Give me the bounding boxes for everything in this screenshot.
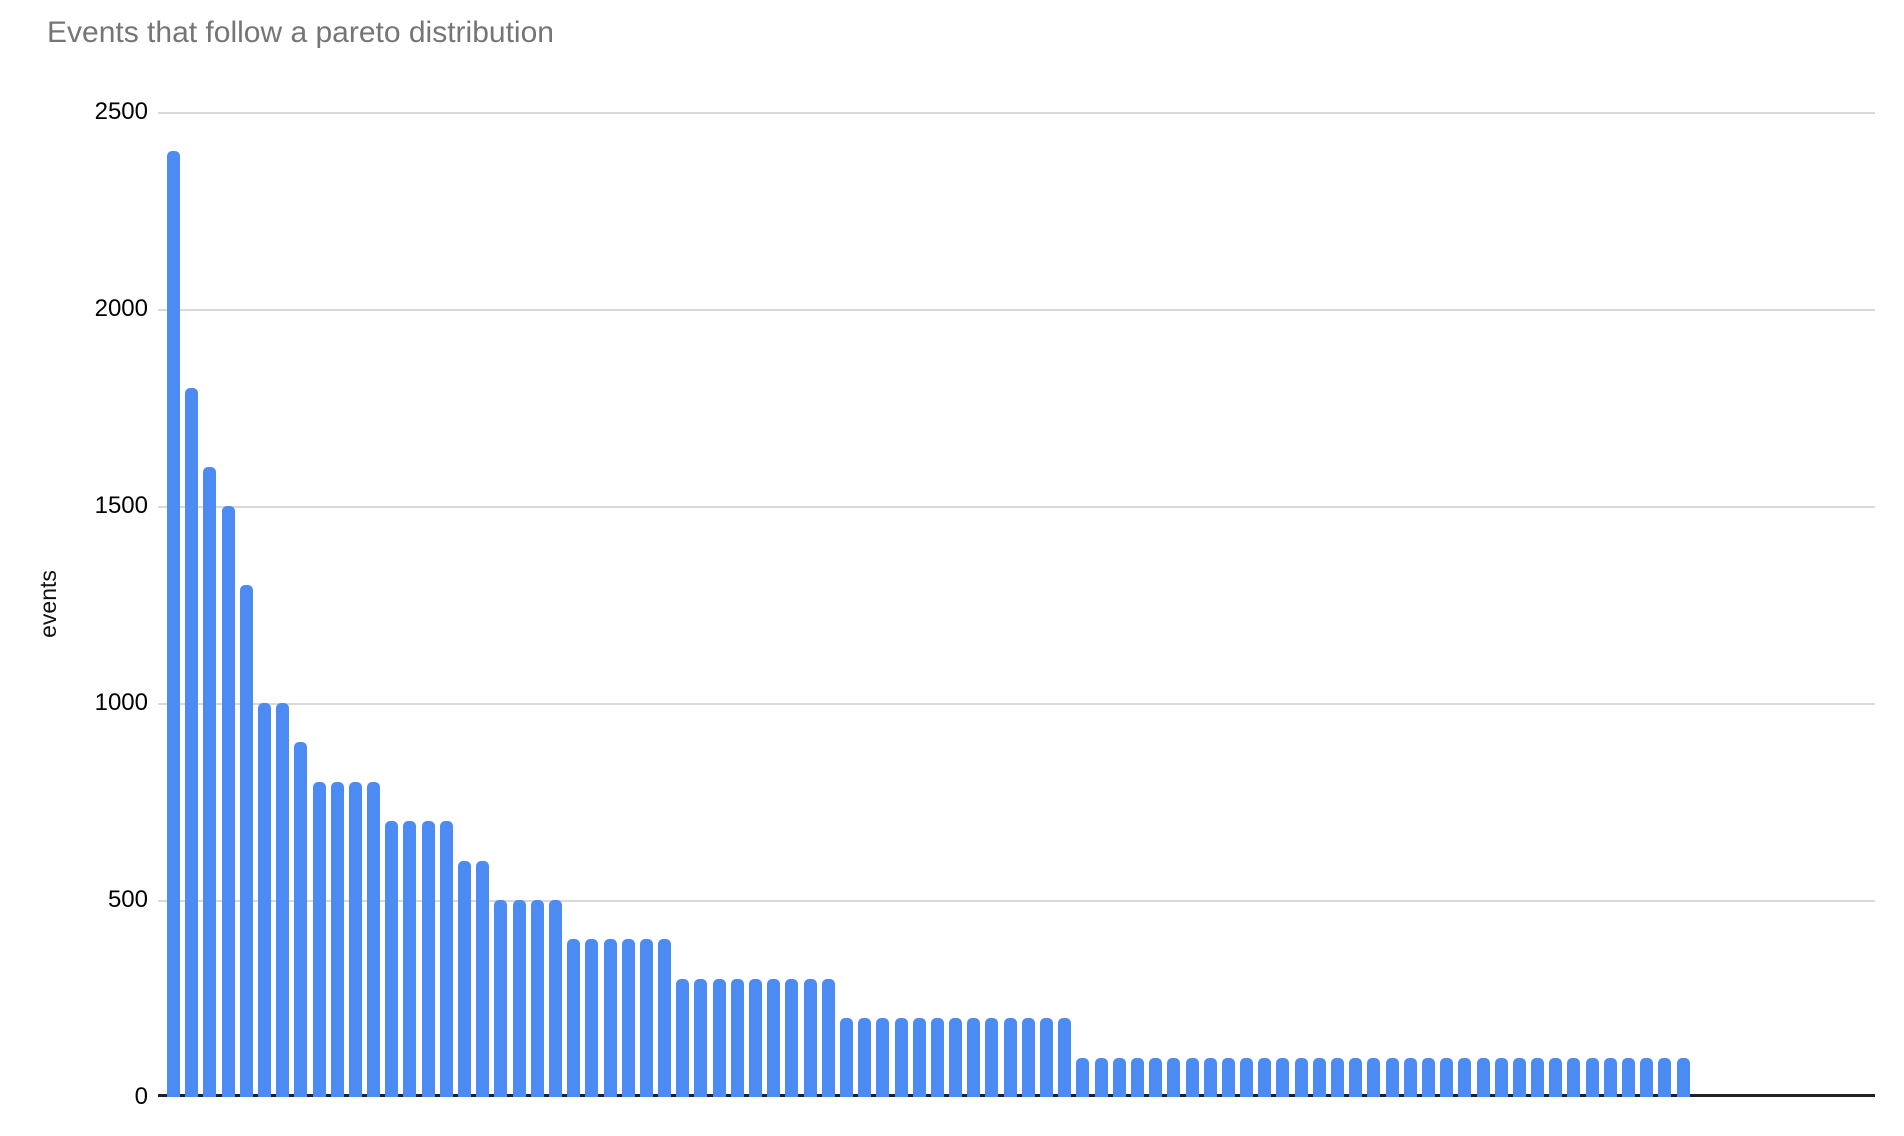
bar-3 (203, 466, 217, 1097)
bar-50 (1058, 1018, 1072, 1097)
bar-78 (1567, 1057, 1581, 1097)
chart-title: Events that follow a pareto distribution (47, 16, 554, 49)
bar-74 (1494, 1057, 1508, 1097)
bar-53 (1112, 1057, 1126, 1097)
bar-49 (1040, 1018, 1053, 1097)
bar-42 (912, 1018, 926, 1097)
bar-14 (403, 821, 417, 1097)
bar-36 (803, 978, 817, 1097)
bar-38 (839, 1018, 853, 1097)
bar-25 (603, 939, 617, 1097)
bar-29 (676, 978, 690, 1097)
bar-18 (476, 860, 490, 1097)
bar-76 (1531, 1057, 1545, 1097)
gridline-500 (158, 900, 1875, 902)
bar-5 (239, 584, 253, 1097)
bar-71 (1440, 1057, 1454, 1097)
bar-81 (1622, 1057, 1635, 1097)
bar-68 (1385, 1057, 1399, 1097)
bar-48 (1021, 1018, 1035, 1097)
bar-66 (1349, 1057, 1363, 1097)
bar-7 (276, 703, 290, 1097)
bar-16 (439, 821, 453, 1097)
bar-52 (1094, 1057, 1108, 1097)
y-tick-label-0: 0 (134, 1083, 148, 1110)
bar-17 (458, 860, 471, 1097)
bar-10 (330, 781, 344, 1097)
y-tick-label-500: 500 (107, 886, 148, 913)
bar-60 (1240, 1057, 1254, 1097)
gridline-1000 (158, 703, 1875, 705)
y-tick-label-1500: 1500 (94, 492, 148, 519)
bar-69 (1403, 1057, 1417, 1097)
bar-84 (1676, 1057, 1690, 1097)
bar-55 (1149, 1057, 1163, 1097)
y-tick-label-1000: 1000 (94, 689, 148, 716)
bar-1 (167, 151, 180, 1097)
bar-13 (385, 821, 399, 1097)
bar-61 (1258, 1057, 1272, 1097)
bar-37 (821, 978, 835, 1097)
bar-63 (1294, 1057, 1308, 1097)
bar-33 (749, 978, 762, 1097)
bar-30 (694, 978, 708, 1097)
bar-8 (294, 742, 308, 1097)
bar-6 (257, 703, 271, 1097)
bar-57 (1185, 1057, 1199, 1097)
gridline-2500 (158, 112, 1875, 114)
bar-72 (1458, 1057, 1472, 1097)
bar-59 (1221, 1057, 1235, 1097)
bar-23 (567, 939, 581, 1097)
bar-45 (967, 1018, 981, 1097)
bar-75 (1512, 1057, 1526, 1097)
bar-70 (1421, 1057, 1435, 1097)
bar-12 (367, 781, 381, 1097)
bar-40 (876, 1018, 890, 1097)
bar-79 (1585, 1057, 1599, 1097)
bar-27 (639, 939, 653, 1097)
bar-56 (1167, 1057, 1181, 1097)
bar-series (167, 112, 1690, 1097)
bar-11 (348, 781, 362, 1097)
bar-39 (858, 1018, 872, 1097)
bar-62 (1276, 1057, 1290, 1097)
gridline-1500 (158, 506, 1875, 508)
bar-34 (767, 978, 781, 1097)
bar-67 (1367, 1057, 1381, 1097)
bar-26 (621, 939, 635, 1097)
bar-32 (730, 978, 744, 1097)
bar-41 (894, 1018, 908, 1097)
bar-24 (585, 939, 599, 1097)
bar-44 (949, 1018, 963, 1097)
y-tick-label-2500: 2500 (94, 98, 148, 125)
bar-46 (985, 1018, 999, 1097)
bar-51 (1076, 1057, 1090, 1097)
bar-28 (658, 939, 672, 1097)
bar-22 (548, 900, 562, 1097)
bar-58 (1203, 1057, 1217, 1097)
bar-43 (930, 1018, 944, 1097)
bar-73 (1476, 1057, 1490, 1097)
bar-64 (1312, 1057, 1326, 1097)
bar-9 (312, 781, 326, 1097)
y-tick-label-2000: 2000 (94, 295, 148, 322)
bar-2 (185, 387, 199, 1097)
bar-47 (1003, 1018, 1017, 1097)
gridline-2000 (158, 309, 1875, 311)
plot-area (158, 112, 1875, 1097)
bar-21 (530, 900, 544, 1097)
bar-65 (1331, 1057, 1344, 1097)
bar-82 (1640, 1057, 1654, 1097)
bar-54 (1130, 1057, 1144, 1097)
bar-77 (1549, 1057, 1563, 1097)
bar-31 (712, 978, 726, 1097)
bar-35 (785, 978, 799, 1097)
bar-80 (1603, 1057, 1617, 1097)
y-axis-title: events (35, 570, 61, 638)
bar-83 (1658, 1057, 1672, 1097)
bar-20 (512, 900, 526, 1097)
bar-19 (494, 900, 508, 1097)
bar-15 (421, 821, 435, 1097)
bar-4 (221, 506, 235, 1097)
